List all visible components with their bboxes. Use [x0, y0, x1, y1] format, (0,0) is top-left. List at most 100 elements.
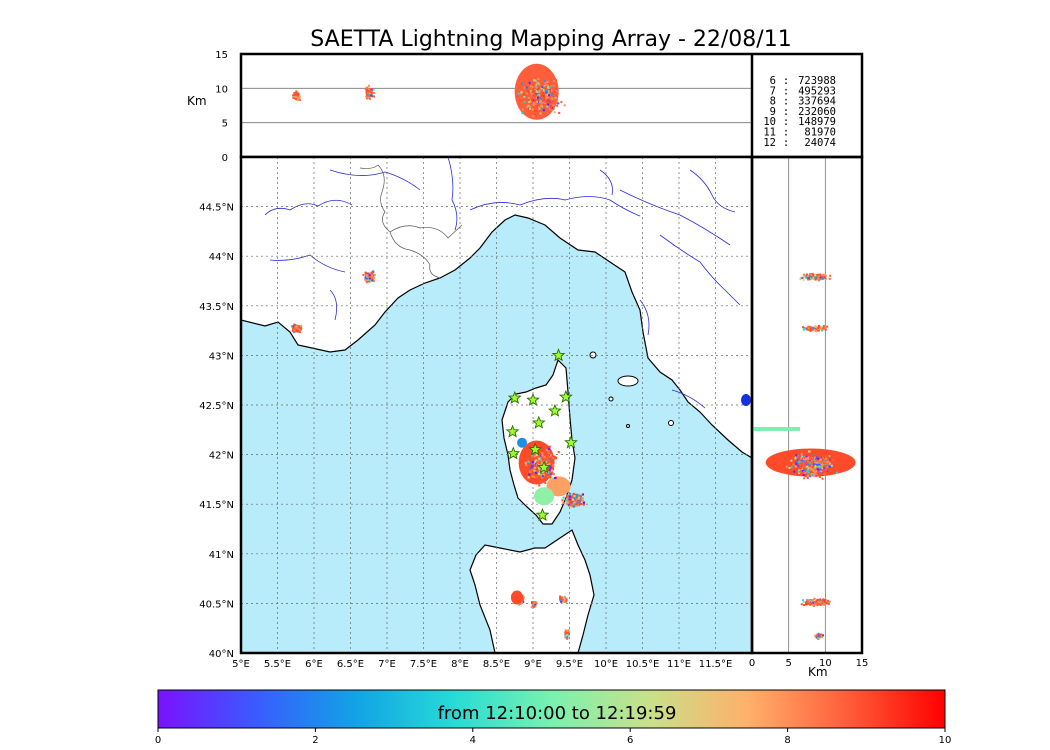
altitude-latitude-panel: 0 5 10 15 Km: [749, 155, 869, 679]
colorbar-tick: 0: [155, 735, 161, 746]
colorbar-ticks: 0 2 4 6 8 10: [155, 728, 952, 746]
longitude-label: 5.5°E: [264, 659, 291, 670]
station-count: 495293: [798, 85, 836, 97]
station-id: 7: [770, 85, 776, 97]
svg-text::: :: [783, 137, 789, 149]
lma-station-star: [507, 390, 522, 404]
montecristo-island: [626, 424, 630, 428]
lma-station-star: [531, 415, 546, 429]
altitude-tick: 0: [749, 658, 755, 669]
station-count-table: 6:7239887:4952938:3376949:23206010:14897…: [763, 75, 836, 149]
colorbar-tick: 4: [470, 735, 476, 746]
svg-text::: :: [783, 75, 789, 87]
altitude-longitude-panel: 0 5 10 15 Km: [187, 50, 864, 164]
map-lightning-sources: [291, 270, 751, 640]
longitude-label: 11.5°E: [699, 659, 733, 670]
longitude-label: 9.5°E: [556, 659, 583, 670]
lma-station-star: [506, 446, 521, 460]
longitude-label: 11°E: [667, 659, 691, 670]
station-id: 9: [770, 106, 776, 118]
station-count: 148979: [798, 116, 836, 128]
right-panel-km-label: Km: [808, 665, 828, 679]
longitude-label: 9°E: [524, 659, 542, 670]
station-id: 6: [770, 75, 776, 87]
longitude-label: 7.5°E: [410, 659, 437, 670]
lma-station-star: [528, 442, 543, 456]
altitude-tick: 15: [215, 50, 228, 61]
map-panel: 5°E 5.5°E 6°E 6.5°E 7°E 7.5°E 8°E 8.5°E 9°E 9.5°E…: [199, 155, 754, 670]
rivers: [264, 157, 741, 409]
altitude-tick: 5: [785, 658, 791, 669]
colorbar-tick: 2: [312, 735, 318, 746]
station-id: 11: [763, 127, 776, 139]
latitude-label: 44°N: [209, 252, 234, 263]
longitude-label: 6°E: [305, 659, 323, 670]
top-panel-sources: [292, 63, 566, 120]
giglio-island: [668, 420, 674, 426]
lma-station-star: [526, 392, 540, 406]
station-id: 12: [763, 137, 776, 149]
top-panel-gridlines: [241, 87, 752, 124]
longitude-label: 8°E: [451, 659, 469, 670]
station-id: 8: [770, 96, 776, 108]
altitude-tick: 0: [222, 153, 228, 164]
station-count: 232060: [798, 106, 836, 118]
top-panel-km-label: Km: [187, 94, 207, 108]
longitude-label: 10°E: [594, 659, 618, 670]
lma-station-star: [558, 389, 573, 403]
latitude-label: 43°N: [209, 351, 234, 362]
latitude-label: 42°N: [209, 451, 234, 462]
sardinia-island: [469, 529, 595, 653]
right-panel-gridlines: [788, 157, 826, 653]
colorbar-label: from 12:10:00 to 12:19:59: [438, 703, 677, 724]
altitude-tick: 10: [819, 658, 832, 669]
colorbar-tick: 8: [784, 735, 790, 746]
svg-text::: :: [783, 127, 789, 139]
figure-title: SAETTA Lightning Mapping Array - 22/08/1…: [310, 27, 791, 52]
lma-station-star: [505, 424, 520, 438]
right-panel-altitude-ticks: 0 5 10 15: [749, 658, 869, 669]
time-colorbar: from 12:10:00 to 12:19:59 0 2 4 6 8 10: [155, 689, 952, 746]
station-count: 723988: [798, 75, 836, 87]
lma-station-star: [551, 348, 566, 362]
altitude-tick: 10: [215, 84, 228, 95]
svg-text::: :: [783, 116, 789, 128]
low-altitude-band: [752, 427, 800, 431]
longitude-label: 8.5°E: [483, 659, 510, 670]
lma-station-star: [537, 460, 551, 474]
right-panel-sources: [752, 272, 856, 641]
latitude-label: 40.5°N: [199, 599, 234, 610]
map-graticule: [241, 157, 752, 653]
lma-station-star: [548, 403, 562, 417]
svg-text::: :: [783, 85, 789, 97]
longitude-tick-labels: 5°E 5.5°E 6°E 6.5°E 7°E 7.5°E 8°E 8.5°E 9°E 9.5°E…: [232, 659, 732, 670]
svg-text::: :: [783, 106, 789, 118]
pianosa-island: [608, 396, 614, 402]
colorbar-gradient: [157, 689, 946, 729]
colorbar-tick: 6: [627, 735, 633, 746]
latitude-label: 41°N: [209, 550, 234, 561]
latitude-label: 42.5°N: [199, 401, 234, 412]
capraia-island: [589, 351, 597, 359]
latitude-label: 40°N: [209, 649, 234, 660]
top-panel-altitude-ticks: 0 5 10 15: [215, 50, 228, 164]
elba-island: [617, 375, 639, 387]
station-count: 24074: [804, 137, 836, 149]
lma-station-markers: [505, 348, 578, 522]
altitude-tick: 5: [222, 119, 228, 130]
latitude-label: 41.5°N: [199, 500, 234, 511]
longitude-label: 5°E: [232, 659, 250, 670]
colorbar-tick: 10: [939, 735, 952, 746]
longitude-label: 6.5°E: [337, 659, 364, 670]
lma-station-star: [535, 507, 550, 522]
station-count: 337694: [798, 96, 836, 108]
latitude-label: 43.5°N: [199, 302, 234, 313]
station-count: 81970: [804, 127, 836, 139]
altitude-tick: 15: [856, 658, 869, 669]
lma-station-star: [564, 435, 578, 449]
country-borders: [359, 164, 463, 279]
longitude-label: 10.5°E: [626, 659, 660, 670]
latitude-label: 44.5°N: [199, 203, 234, 214]
station-id: 10: [763, 116, 776, 128]
